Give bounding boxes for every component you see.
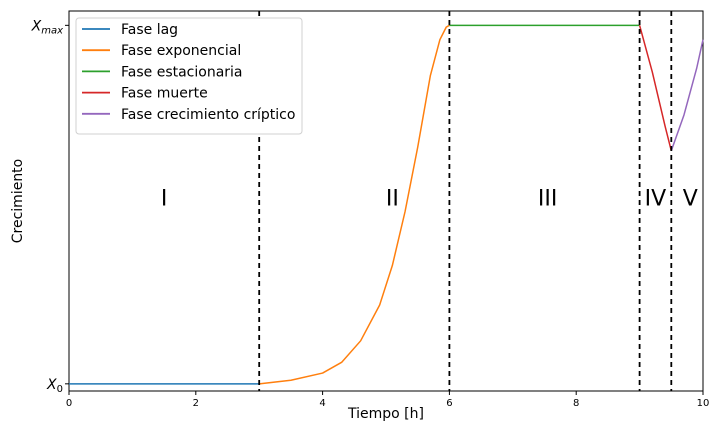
phase-label: I	[161, 186, 168, 211]
y-tick-label: X0	[46, 377, 63, 395]
phase-boundaries	[258, 11, 673, 391]
x-tick-label: 10	[697, 398, 710, 409]
y-axis-label: Crecimiento	[10, 159, 26, 244]
y-tick-subscript: 0	[57, 384, 63, 395]
y-tick-label: Xmax	[31, 18, 63, 36]
legend-entry: Fase estacionaria	[121, 64, 243, 80]
y-tick-base: X	[31, 18, 42, 34]
series-line-4	[670, 39, 704, 152]
phase-label: III	[538, 186, 557, 211]
series-line-3	[638, 25, 673, 151]
axes	[68, 10, 704, 392]
x-tick-label: 6	[446, 398, 452, 409]
legend-box	[75, 17, 303, 135]
legend-entry: Fase crecimiento críptico	[121, 107, 295, 123]
x-tick-label: 2	[193, 398, 199, 409]
phase-label: II	[386, 186, 399, 211]
phase-label: IV	[645, 186, 667, 211]
x-tick-label: 4	[319, 398, 325, 409]
phase-label: V	[683, 186, 698, 211]
legend-entry: Fase lag	[121, 22, 178, 38]
y-tick-subscript: max	[41, 25, 63, 36]
y-tick-base: X	[46, 377, 57, 393]
legend-entry: Fase exponencial	[121, 43, 241, 59]
x-tick-label: 8	[573, 398, 579, 409]
legend-entry: Fase muerte	[121, 86, 208, 102]
x-axis-ticks: 0 2 4 6 8 10	[66, 391, 710, 409]
series-lines	[69, 24, 704, 385]
legend: Fase lag Fase exponencial Fase estacionari…	[75, 17, 303, 135]
plot-frame	[68, 10, 704, 392]
series-line-1	[259, 24, 450, 385]
x-axis-label: Tiempo [h]	[347, 406, 424, 422]
phase-labels: I II III IV V	[161, 186, 698, 211]
x-tick-label: 0	[66, 398, 72, 409]
